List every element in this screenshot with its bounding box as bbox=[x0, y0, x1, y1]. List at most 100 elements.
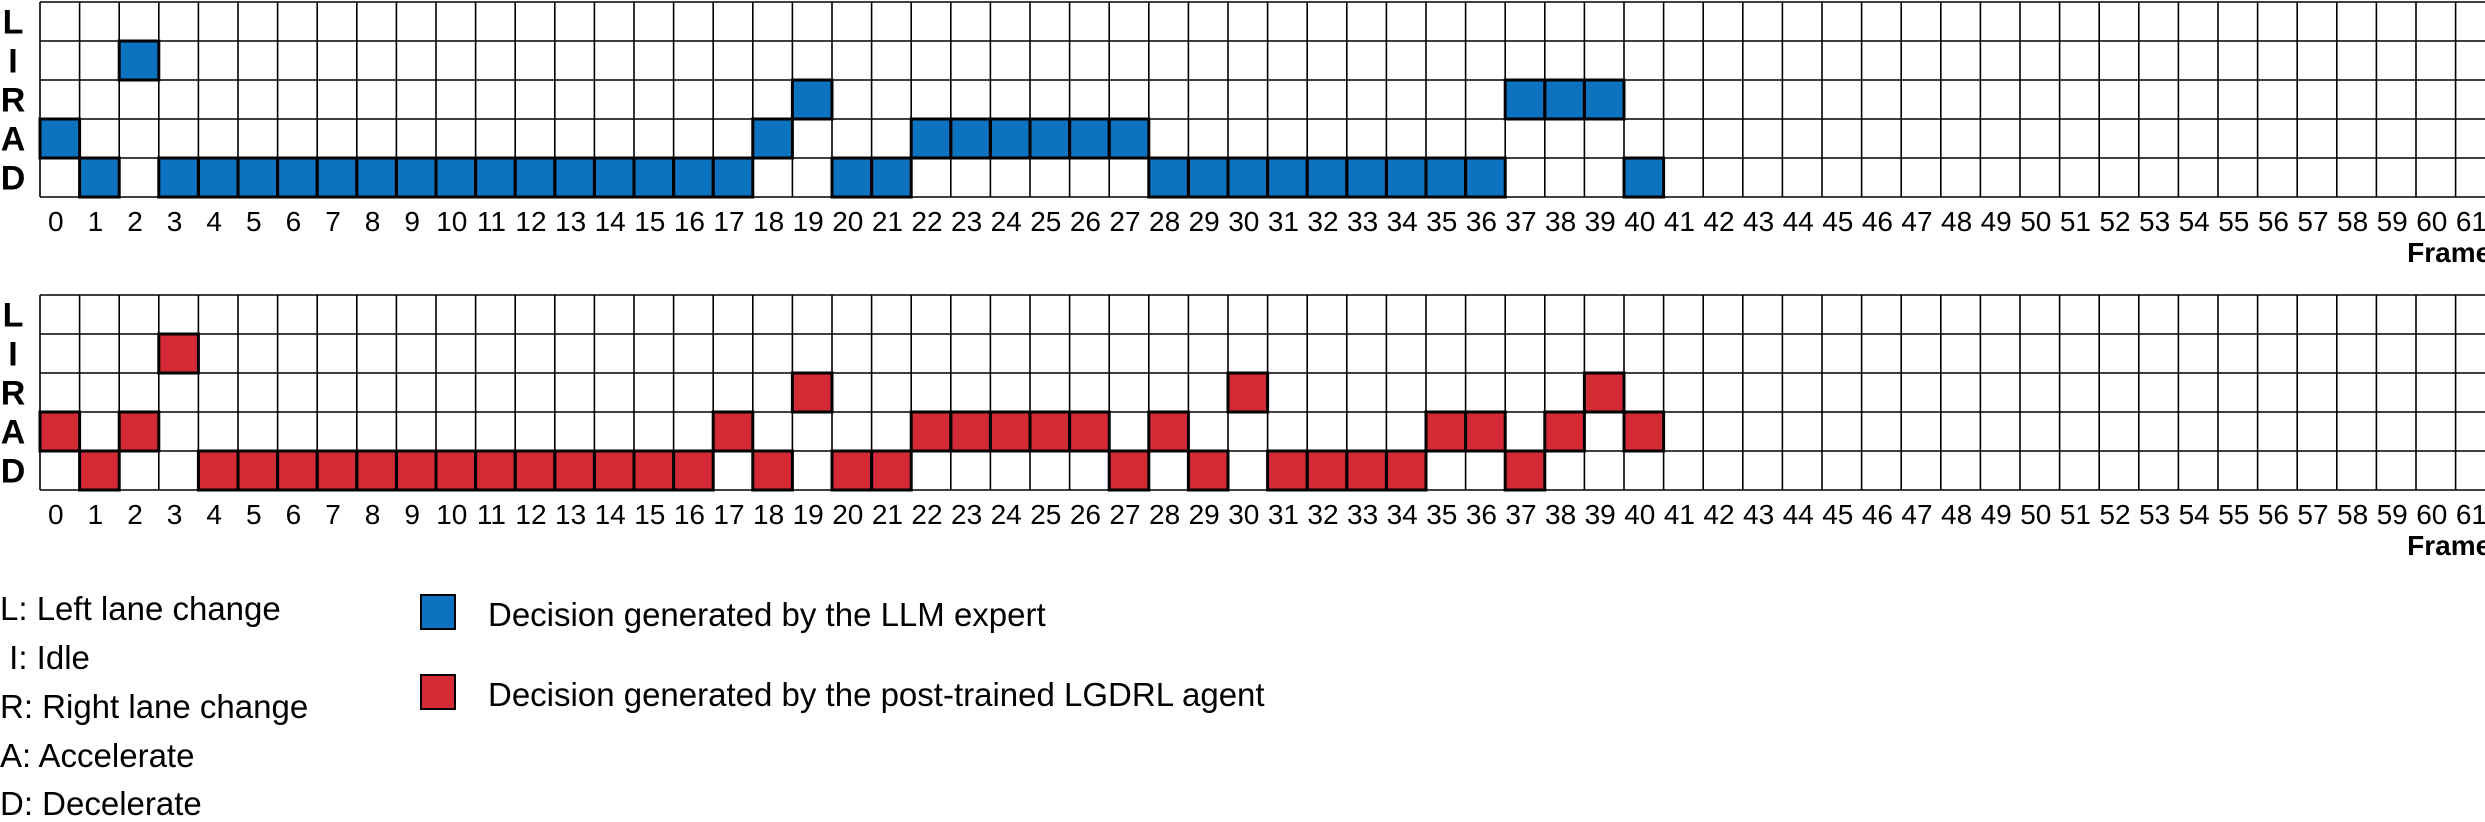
decision-cell bbox=[356, 451, 397, 490]
decision-cell bbox=[1465, 158, 1506, 197]
decision-cell bbox=[119, 412, 159, 451]
tick-label: 13 bbox=[555, 206, 586, 237]
decision-cell bbox=[1624, 158, 1664, 197]
decision-cell bbox=[436, 451, 476, 490]
decision-cell bbox=[515, 451, 555, 490]
decision-cell bbox=[277, 451, 318, 490]
tick-label: 33 bbox=[1347, 206, 1378, 237]
decision-cell bbox=[1426, 158, 1466, 197]
tick-label: 0 bbox=[48, 499, 64, 530]
tick-label: 48 bbox=[1941, 206, 1972, 237]
decision-cell bbox=[1148, 158, 1189, 197]
decision-cell bbox=[554, 451, 595, 490]
legend-abbr-idle: I: Idle bbox=[0, 639, 90, 676]
decision-cell bbox=[79, 451, 120, 490]
decision-cell bbox=[832, 158, 872, 197]
legend-lgdrl-label: Decision generated by the post-trained L… bbox=[488, 676, 1265, 713]
decision-cell-outline bbox=[790, 78, 834, 121]
row-label: I bbox=[8, 336, 17, 374]
tick-label: 16 bbox=[674, 206, 705, 237]
tick-label: 54 bbox=[2179, 499, 2210, 530]
tick-label: 59 bbox=[2377, 499, 2408, 530]
tick-label: 40 bbox=[1624, 499, 1655, 530]
tick-label: 12 bbox=[515, 206, 546, 237]
row-label: D bbox=[1, 453, 26, 491]
tick-label: 54 bbox=[2179, 206, 2210, 237]
tick-label: 34 bbox=[1387, 206, 1418, 237]
tick-label: 42 bbox=[1703, 206, 1734, 237]
decision-cell bbox=[317, 158, 357, 197]
tick-label: 11 bbox=[477, 499, 506, 530]
tick-label: 20 bbox=[832, 499, 863, 530]
tick-label: 25 bbox=[1030, 499, 1061, 530]
decision-cell bbox=[1426, 412, 1466, 451]
decision-cell-outline bbox=[1226, 371, 1270, 414]
decision-cell bbox=[1584, 373, 1624, 412]
tick-label: 3 bbox=[167, 206, 183, 237]
tick-label: 2 bbox=[127, 206, 143, 237]
tick-label: 45 bbox=[1822, 206, 1853, 237]
tick-label: 30 bbox=[1228, 206, 1259, 237]
decision-cell-outline bbox=[870, 156, 913, 199]
tick-label: 29 bbox=[1189, 499, 1220, 530]
tick-label: 51 bbox=[2060, 206, 2091, 237]
tick-label: 23 bbox=[951, 206, 982, 237]
decision-cell bbox=[40, 412, 80, 451]
decision-cell bbox=[990, 412, 1030, 451]
decision-cell bbox=[1228, 373, 1268, 412]
decision-cell bbox=[1069, 119, 1110, 158]
decision-cell bbox=[1188, 451, 1228, 490]
decision-cell bbox=[713, 412, 753, 451]
decision-cell bbox=[1109, 119, 1149, 158]
decision-cell bbox=[198, 451, 238, 490]
decision-cell-outline bbox=[1543, 410, 1586, 453]
decision-cell bbox=[594, 158, 634, 197]
x-axis-label: Frame bbox=[2407, 530, 2485, 561]
decision-cell-outline bbox=[711, 410, 755, 453]
tick-label: 59 bbox=[2377, 206, 2408, 237]
decision-cell-outline bbox=[1622, 410, 1666, 453]
tick-label: 28 bbox=[1149, 206, 1180, 237]
tick-label: 32 bbox=[1307, 206, 1338, 237]
tick-label: 33 bbox=[1347, 499, 1378, 530]
tick-label: 31 bbox=[1268, 499, 1299, 530]
decision-cell bbox=[1109, 451, 1149, 490]
decision-cell bbox=[673, 451, 714, 490]
tick-label: 15 bbox=[634, 206, 665, 237]
tick-label: 50 bbox=[2020, 206, 2051, 237]
decision-cell bbox=[950, 119, 991, 158]
tick-label: 21 bbox=[872, 499, 903, 530]
tick-label: 41 bbox=[1664, 499, 1695, 530]
tick-label: 57 bbox=[2297, 499, 2328, 530]
decision-cell-outline bbox=[1582, 371, 1626, 414]
tick-label: 5 bbox=[246, 206, 262, 237]
tick-label: 8 bbox=[365, 206, 381, 237]
tick-label: 9 bbox=[404, 499, 420, 530]
decision-cell-outline bbox=[157, 332, 200, 375]
decision-cell bbox=[198, 158, 238, 197]
tick-label: 52 bbox=[2099, 206, 2130, 237]
tick-label: 35 bbox=[1426, 206, 1457, 237]
tick-label: 25 bbox=[1030, 206, 1061, 237]
x-axis-label: Frame bbox=[2407, 237, 2485, 268]
tick-label: 29 bbox=[1189, 206, 1220, 237]
decision-cell bbox=[396, 451, 436, 490]
decision-cell bbox=[1307, 158, 1347, 197]
tick-label: 49 bbox=[1981, 499, 2012, 530]
tick-label: 18 bbox=[753, 499, 784, 530]
decision-cell bbox=[1267, 451, 1308, 490]
tick-label: 18 bbox=[753, 206, 784, 237]
decision-cell-outline bbox=[711, 156, 755, 199]
legend-abbr-decelerate: D: Decelerate bbox=[0, 785, 202, 822]
tick-label: 45 bbox=[1822, 499, 1853, 530]
decision-cell bbox=[40, 119, 80, 158]
tick-label: 14 bbox=[595, 206, 626, 237]
tick-label: 55 bbox=[2218, 499, 2249, 530]
tick-label: 6 bbox=[286, 206, 302, 237]
tick-label: 47 bbox=[1901, 499, 1932, 530]
legend-llm-label: Decision generated by the LLM expert bbox=[488, 596, 1046, 633]
tick-label: 13 bbox=[555, 499, 586, 530]
decision-cell bbox=[634, 158, 674, 197]
